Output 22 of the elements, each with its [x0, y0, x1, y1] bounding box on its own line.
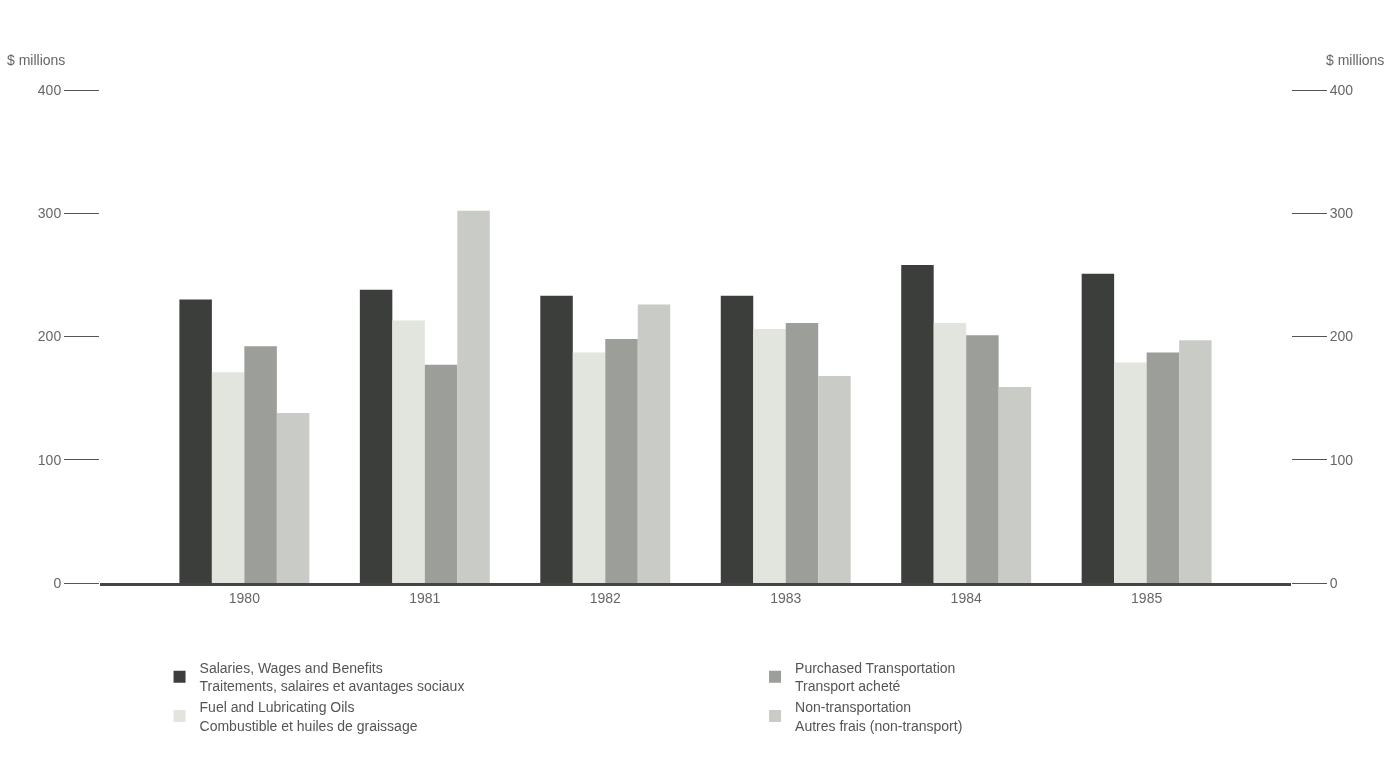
y2-axis-title: $ millions	[1326, 52, 1385, 68]
legend-label: Salaries, Wages and Benefits Traitements, salaires et avantages sociaux	[199, 660, 465, 695]
legend-label: Purchased Transportation Transport acheté	[795, 660, 956, 695]
legend-label: Fuel and Lubricating Oils Combustible et huiles de graissage	[199, 699, 418, 734]
y2-tick-label: 200	[1329, 328, 1354, 345]
legend-label: Non-transportation Autres frais (non-transport)	[795, 699, 963, 734]
x-tick-label: 1985	[1131, 589, 1163, 606]
y-axis-title: $ millions	[7, 52, 66, 68]
x-tick-label: 1981	[409, 589, 441, 606]
y-tick-label: 300	[37, 205, 62, 222]
x-tick-label: 1982	[589, 589, 622, 606]
y-tick-label: 200	[37, 328, 62, 345]
x-tick-label: 1983	[770, 589, 802, 606]
y2-tick-label: 0	[1329, 574, 1338, 591]
x-tick-label: 1984	[950, 589, 982, 606]
y2-tick-label: 300	[1329, 205, 1354, 222]
y-tick-label: 400	[37, 81, 62, 98]
y-tick-label: 100	[37, 451, 62, 468]
y2-tick-label: 100	[1329, 451, 1354, 468]
y2-tick-label: 400	[1329, 81, 1354, 98]
x-tick-label: 1980	[228, 589, 261, 606]
y-tick-label: 0	[53, 574, 62, 591]
